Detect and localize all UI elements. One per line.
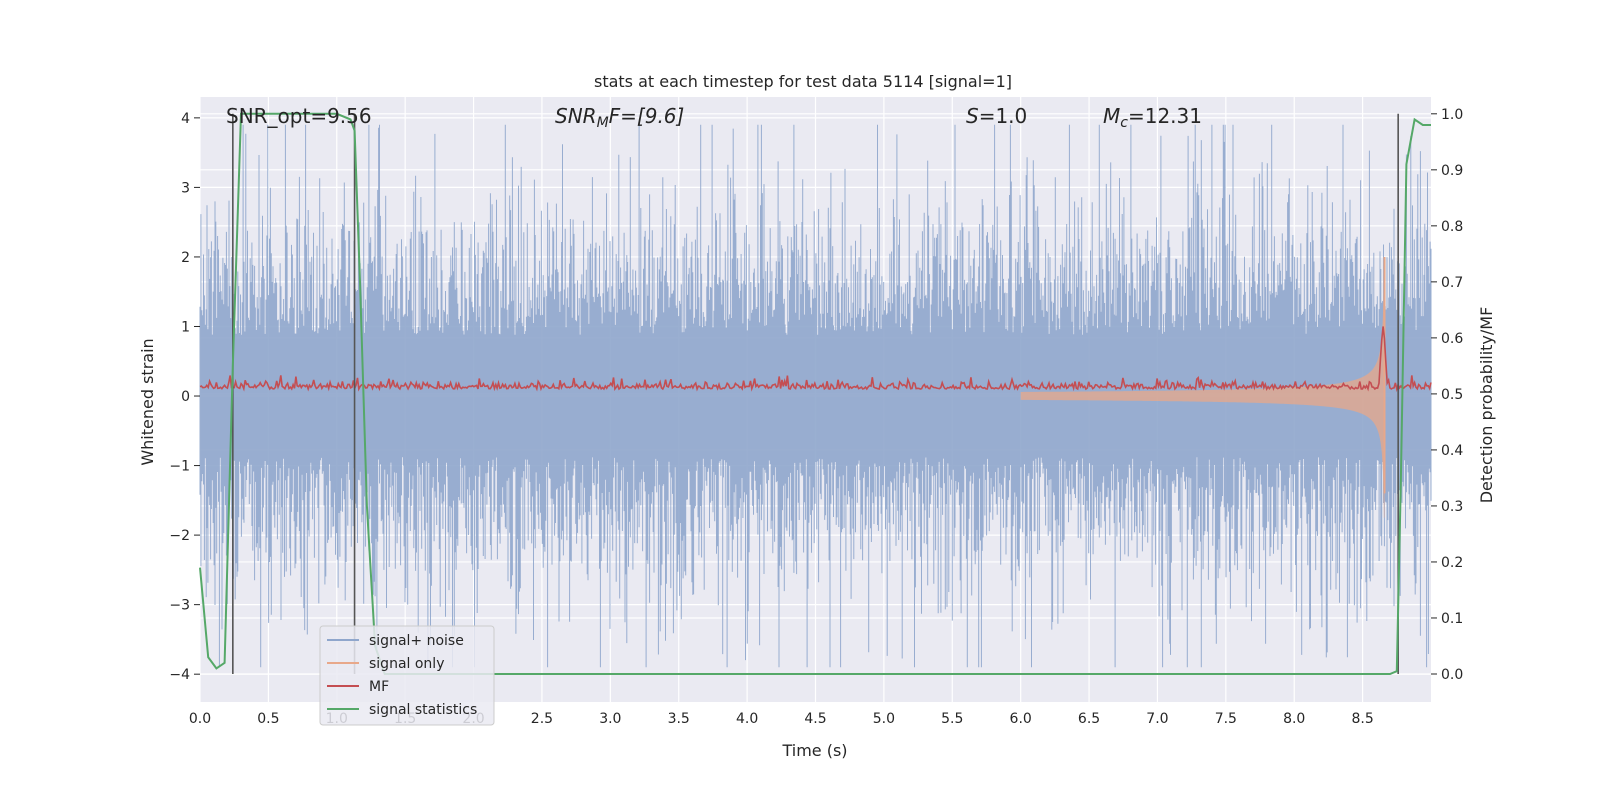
- annotation-snr-mf: SNRMF=[9.6]: [555, 104, 684, 131]
- y-tick-label: −1: [169, 459, 190, 475]
- legend-label-signal-only: signal only: [369, 656, 444, 672]
- series-signal-only: [1020, 256, 1386, 518]
- annotation-snr-mf-sub: M: [597, 115, 609, 131]
- x-axis-ticks: 0.00.51.01.52.02.53.03.54.04.55.05.56.06…: [189, 711, 1374, 727]
- annotation-snr-mf-rest: F=[9.6]: [609, 104, 685, 128]
- y2-tick-label: 0.2: [1441, 555, 1463, 571]
- noise-trace: [199, 124, 1432, 668]
- chirp-envelope: [1020, 267, 1385, 518]
- x-tick-label: 7.0: [1146, 711, 1168, 727]
- y2-tick-label: 0.8: [1441, 219, 1463, 235]
- annotation-mc-base: M: [1103, 104, 1120, 128]
- y2-tick-label: 0.4: [1441, 443, 1463, 459]
- legend-label-signal-noise: signal+ noise: [369, 633, 464, 649]
- x-tick-label: 6.5: [1078, 711, 1100, 727]
- legend: signal+ noise signal only MF signal stat…: [319, 625, 495, 726]
- annotation-mc-sub: c: [1120, 115, 1128, 131]
- y-tick-label: −4: [169, 667, 190, 683]
- series-mf: [199, 326, 1432, 393]
- x-tick-label: 5.0: [873, 711, 895, 727]
- y2-tick-label: 1.0: [1441, 107, 1463, 123]
- annotation-mc: Mc=12.31: [1103, 104, 1202, 131]
- chart-title: stats at each timestep for test data 511…: [594, 72, 1012, 91]
- x-tick-label: 3.5: [668, 711, 690, 727]
- legend-label-signal-statistics: signal statistics: [369, 702, 477, 718]
- x-tick-label: 4.5: [804, 711, 826, 727]
- y-tick-label: 1: [181, 319, 190, 335]
- y-tick-label: 0: [181, 389, 190, 405]
- x-tick-label: 7.5: [1215, 711, 1237, 727]
- y-tick-label: 2: [181, 250, 190, 266]
- y2-tick-label: 0.1: [1441, 611, 1463, 627]
- y2-tick-label: 0.6: [1441, 331, 1463, 347]
- annotation-snr-mf-base: SNR: [555, 104, 597, 128]
- y-axis-label: Whitened strain: [138, 338, 157, 465]
- annotation-s-var: S: [966, 104, 979, 128]
- y2-axis-label: Detection probability/MF: [1477, 307, 1496, 504]
- y-axis-ticks: −4 −3 −2 −1 0 1 2 3 4: [169, 111, 200, 683]
- legend-box: [319, 625, 495, 726]
- series-signal-noise: [199, 124, 1432, 668]
- y-tick-label: 4: [181, 111, 190, 127]
- probability-trace: [199, 112, 1431, 675]
- x-tick-label: 4.0: [736, 711, 758, 727]
- x-tick-label: 3.0: [599, 711, 621, 727]
- y-tick-label: 3: [181, 180, 190, 196]
- y2-tick-label: 0.9: [1441, 163, 1463, 179]
- y-tick-label: −3: [169, 598, 190, 614]
- y2-tick-label: 0.5: [1441, 387, 1463, 403]
- x-tick-label: 8.0: [1283, 711, 1305, 727]
- x-tick-label: 8.5: [1351, 711, 1373, 727]
- y2-tick-label: 0.0: [1441, 667, 1463, 683]
- mf-trace: [199, 326, 1432, 393]
- annotations: SNR_opt=9.56 SNRMF=[9.6] S=1.0 Mc=12.31: [226, 104, 1202, 131]
- annotation-mc-rest: =12.31: [1128, 104, 1202, 128]
- y2-tick-label: 0.7: [1441, 275, 1463, 291]
- annotation-s-rest: =1.0: [979, 104, 1028, 128]
- x-tick-label: 0.0: [189, 711, 211, 727]
- x-tick-label: 0.5: [257, 711, 279, 727]
- x-tick-label: 2.5: [531, 711, 553, 727]
- y2-axis-ticks: 0.0 0.1 0.2 0.3 0.4 0.5 0.6 0.7 0.8 0.9 1.0: [1431, 107, 1463, 683]
- y-tick-label: −2: [169, 528, 190, 544]
- series-signal-statistics: [199, 112, 1431, 675]
- annotation-s: S=1.0: [966, 104, 1027, 128]
- y2-tick-label: 0.3: [1441, 499, 1463, 515]
- x-axis-label: Time (s): [781, 741, 847, 760]
- x-tick-label: 5.5: [941, 711, 963, 727]
- legend-label-mf: MF: [369, 679, 389, 695]
- annotation-snr-opt: SNR_opt=9.56: [226, 104, 372, 128]
- x-tick-label: 6.0: [1010, 711, 1032, 727]
